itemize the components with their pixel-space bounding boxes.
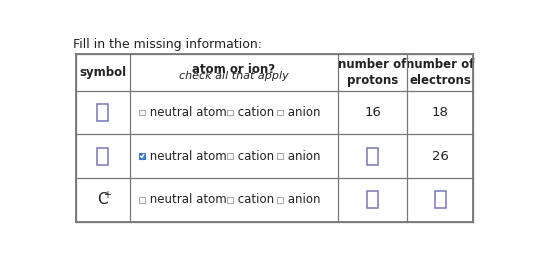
Text: +: + — [104, 190, 112, 200]
Bar — [227, 110, 232, 115]
Text: 16: 16 — [364, 106, 381, 119]
Bar — [277, 197, 282, 203]
Text: symbol: symbol — [79, 66, 127, 79]
Text: neutral atom: neutral atom — [146, 193, 227, 206]
Text: cation: cation — [234, 106, 274, 119]
Text: neutral atom: neutral atom — [146, 150, 227, 163]
Bar — [227, 197, 232, 203]
Bar — [97, 104, 108, 121]
Text: Fill in the missing information:: Fill in the missing information: — [73, 38, 262, 51]
Bar — [97, 148, 108, 165]
Bar — [435, 191, 445, 208]
Bar — [367, 191, 378, 208]
Bar — [139, 110, 145, 115]
Text: number of
electrons: number of electrons — [406, 58, 474, 87]
Bar — [277, 153, 282, 159]
Text: anion: anion — [284, 193, 320, 206]
Text: check all that apply: check all that apply — [179, 71, 289, 81]
Text: anion: anion — [284, 150, 320, 163]
Text: cation: cation — [234, 193, 274, 206]
Bar — [227, 153, 232, 159]
Text: anion: anion — [284, 106, 320, 119]
Text: 18: 18 — [431, 106, 449, 119]
Bar — [139, 153, 145, 159]
Text: cation: cation — [234, 150, 274, 163]
Bar — [277, 110, 282, 115]
Bar — [367, 148, 378, 165]
Text: number of
protons: number of protons — [339, 58, 407, 87]
Bar — [139, 197, 145, 203]
Text: atom or ion?: atom or ion? — [192, 63, 276, 76]
Text: C: C — [97, 192, 107, 207]
Text: 26: 26 — [431, 150, 449, 163]
Text: neutral atom: neutral atom — [146, 106, 227, 119]
